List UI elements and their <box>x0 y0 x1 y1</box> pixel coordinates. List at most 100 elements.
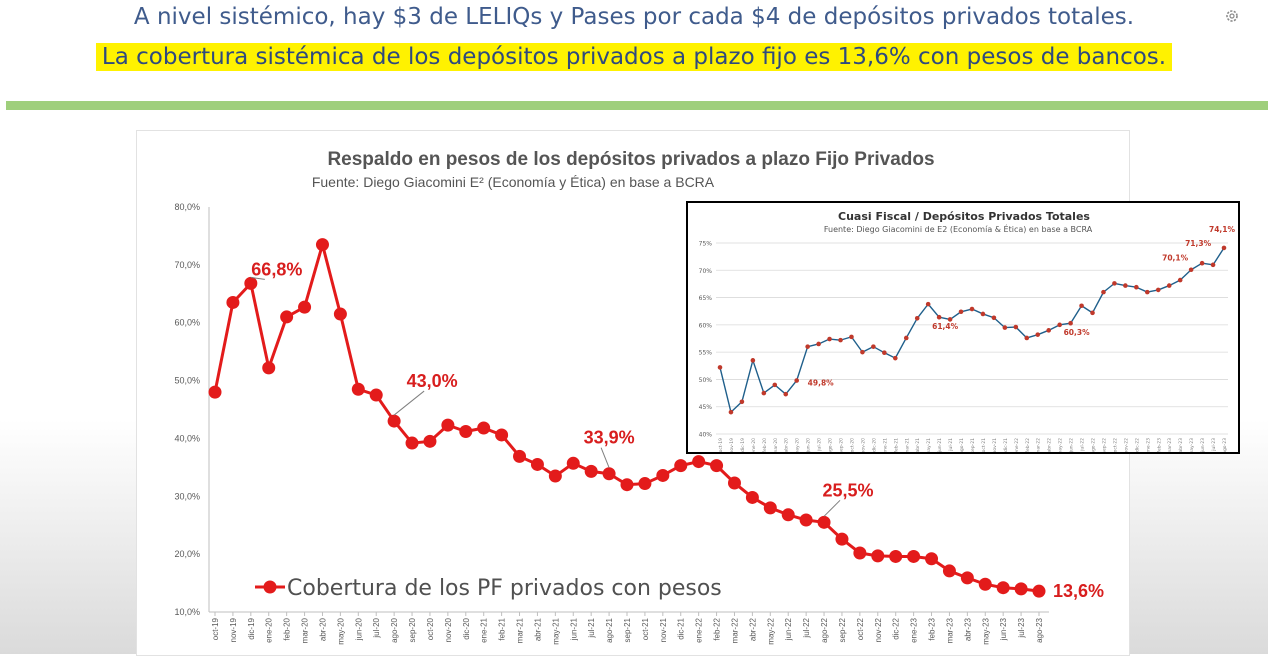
main-series-point <box>459 424 473 438</box>
main-series-point <box>674 459 688 473</box>
main-series-point <box>692 455 706 469</box>
main-series-point <box>405 436 419 450</box>
inset-chart-card: Cuasi Fiscal / Depósitos Privados Totale… <box>686 201 1240 454</box>
main-series-point <box>799 513 813 527</box>
main-x-tick-label: feb-23 <box>928 617 937 640</box>
inset-x-tick-label: nov-21 <box>992 438 998 452</box>
inset-x-tick-label: ago-20 <box>828 438 834 452</box>
main-x-tick-label: ene-20 <box>265 617 274 642</box>
main-annotation-leader <box>393 390 425 416</box>
main-x-tick-label: abr-21 <box>533 617 542 641</box>
inset-x-tick-label: ene-21 <box>882 438 888 452</box>
inset-chart-series <box>717 245 1227 415</box>
inset-series-point <box>958 309 964 315</box>
inset-x-tick-label: dic-20 <box>871 438 877 452</box>
main-x-tick-label: ene-21 <box>480 617 489 642</box>
inset-x-tick-label: dic-22 <box>1134 438 1140 452</box>
settings-gear-icon[interactable] <box>1224 8 1240 24</box>
main-series-point <box>942 564 956 578</box>
inset-x-tick-label: ene-20 <box>751 438 757 452</box>
main-series-point <box>298 300 312 314</box>
inset-series-point <box>1002 325 1008 330</box>
main-x-tick-label: dic-22 <box>892 617 901 639</box>
main-x-tick-label: sep-20 <box>408 617 417 642</box>
inset-data-label: 74,1% <box>1209 225 1236 234</box>
inset-series-point <box>947 317 953 322</box>
inset-series-point <box>1123 283 1128 288</box>
main-series-point <box>208 385 222 399</box>
main-x-tick-label: ago-21 <box>605 617 614 642</box>
main-data-label: 13,6% <box>1053 581 1104 601</box>
main-x-tick-label: nov-22 <box>874 617 883 642</box>
main-series-point <box>530 457 544 471</box>
inset-series-point <box>1210 262 1216 268</box>
inset-series-point <box>1024 335 1030 341</box>
inset-series-point <box>728 409 734 415</box>
main-chart-data-labels: 66,8% 43,0% 33,9% 25,5% 13,6% <box>250 259 1104 601</box>
main-series-point <box>495 428 509 442</box>
inset-y-tick-label: 60% <box>699 322 713 329</box>
inset-series-point <box>914 316 920 321</box>
main-series-point <box>620 478 634 492</box>
inset-series-point <box>1090 310 1095 316</box>
inset-series-point <box>991 315 997 321</box>
inset-data-label: 61,4% <box>932 322 959 331</box>
inset-data-label: 70,1% <box>1162 254 1189 263</box>
inset-y-tick-label: 75% <box>699 241 713 248</box>
inset-series-point <box>1013 324 1019 330</box>
inset-chart-subtitle: Fuente: Diego Giacomini de E2 (Economía … <box>824 223 1093 234</box>
main-series-point <box>996 581 1010 595</box>
main-series-point <box>441 418 455 432</box>
main-y-tick-label: 70,0% <box>174 260 200 270</box>
inset-x-tick-label: mar-20 <box>773 438 779 452</box>
inset-data-label: 49,8% <box>808 379 835 388</box>
inset-series-point <box>1177 277 1183 283</box>
inset-x-tick-label: mar-23 <box>1167 438 1173 452</box>
main-chart-title: Respaldo en pesos de los depósitos priva… <box>327 149 934 170</box>
main-y-tick-label: 40,0% <box>174 433 200 443</box>
main-x-tick-label: ene-23 <box>910 617 919 642</box>
main-series-point <box>369 388 383 402</box>
main-x-tick-label: dic-19 <box>247 617 256 639</box>
main-series-point <box>656 468 670 482</box>
inset-series-point <box>849 334 854 340</box>
main-x-tick-label: nov-21 <box>659 617 668 642</box>
main-annotation-leader <box>600 447 610 468</box>
main-chart-subtitle: Fuente: Diego Giacomini E² (Economía y É… <box>312 174 715 190</box>
inset-series-line <box>719 247 1225 413</box>
inset-x-tick-label: abr-20 <box>784 438 790 452</box>
main-series-point <box>907 549 921 563</box>
main-x-tick-label: dic-20 <box>462 617 471 639</box>
inset-x-tick-label: may-20 <box>795 438 801 452</box>
inset-x-tick-label: nov-20 <box>860 438 866 452</box>
inset-series-point <box>936 314 942 320</box>
green-divider <box>6 101 1268 110</box>
main-annotation-leader <box>250 276 265 280</box>
main-series-point <box>727 476 741 490</box>
inset-series-point <box>717 365 723 370</box>
headline-line-1: A nivel sistémico, hay $3 de LELIQs y Pa… <box>133 4 1135 30</box>
inset-series-point <box>1046 328 1051 333</box>
main-x-tick-label: ago-22 <box>820 617 829 642</box>
inset-x-tick-label: jul-22 <box>1080 438 1086 452</box>
main-series-point <box>315 238 329 252</box>
main-x-tick-label: jul-23 <box>1017 617 1026 638</box>
main-x-tick-label: ago-23 <box>1035 617 1044 642</box>
main-x-tick-label: mar-21 <box>516 617 525 643</box>
inset-series-point <box>739 399 745 405</box>
main-series-point <box>978 577 992 591</box>
inset-x-tick-label: ene-23 <box>1145 438 1151 452</box>
inset-series-point <box>871 344 876 349</box>
main-y-tick-label: 20,0% <box>174 549 200 559</box>
main-chart: Respaldo en pesos de los depósitos priva… <box>174 149 1104 645</box>
main-x-tick-label: jun-20 <box>354 617 363 641</box>
inset-y-tick-label: 40% <box>699 432 713 439</box>
inset-series-point <box>903 335 909 341</box>
main-series-point <box>351 382 365 396</box>
inset-x-tick-label: jun-21 <box>937 438 943 452</box>
main-x-tick-label: ago-20 <box>390 617 399 642</box>
inset-x-tick-label: ago-21 <box>959 438 965 452</box>
inset-series-point <box>893 355 898 361</box>
inset-x-tick-label: mar-21 <box>904 438 910 452</box>
main-x-tick-label: mar-22 <box>730 617 739 643</box>
